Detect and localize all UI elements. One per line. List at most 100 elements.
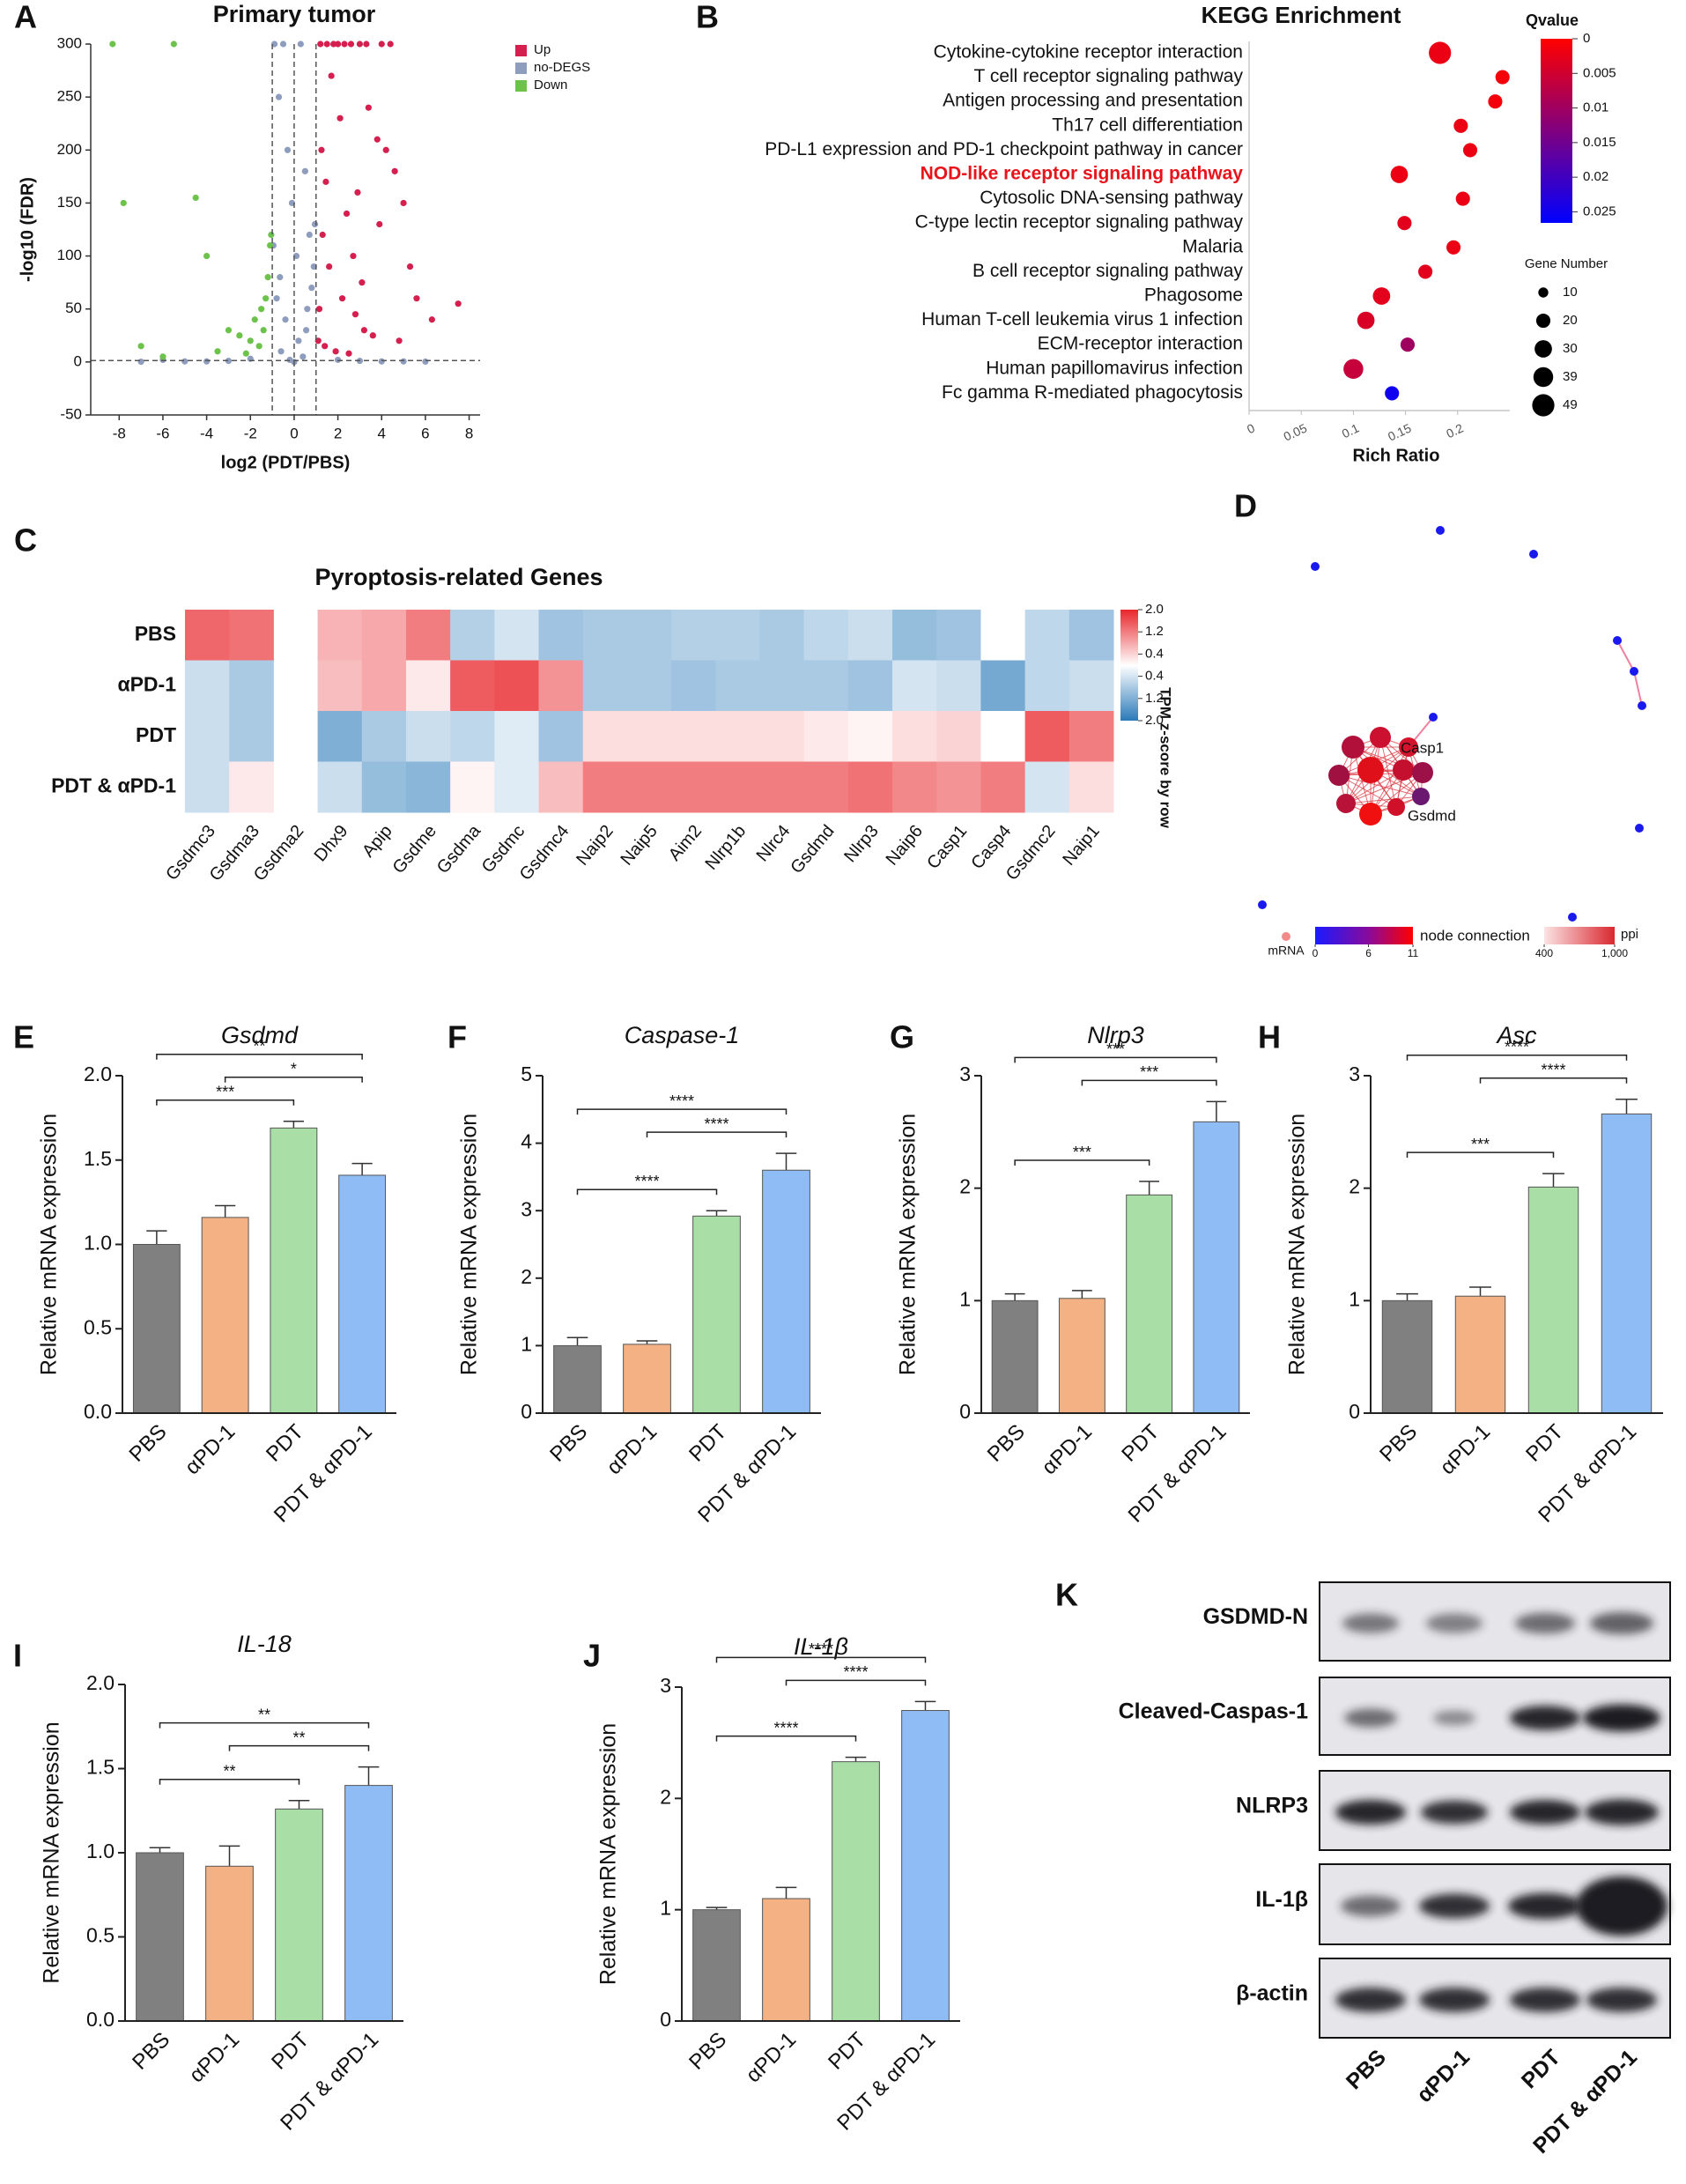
point — [318, 146, 325, 153]
pathway-label: ECM-receptor interaction — [1038, 334, 1243, 354]
y-tick-label: 1 — [660, 1897, 671, 1920]
size-legend-label: 10 — [1563, 285, 1578, 300]
legend-label: mRNA — [1268, 944, 1305, 958]
heat-cell — [494, 761, 540, 813]
legend-swatch — [515, 80, 527, 92]
pathway-label: Cytosolic DNA-sensing pathway — [980, 188, 1243, 208]
y-tick-label: 0.5 — [84, 1315, 112, 1338]
blot-band — [1515, 1612, 1575, 1634]
bar — [270, 1127, 318, 1414]
x-tick-label: 6 — [421, 425, 429, 441]
point — [322, 178, 329, 185]
point — [323, 41, 330, 48]
blot-band — [1342, 1613, 1399, 1633]
significance-bracket — [224, 1076, 363, 1083]
size-legend-label: 30 — [1563, 341, 1578, 356]
point — [301, 167, 308, 174]
node — [1399, 737, 1418, 757]
point — [277, 348, 285, 355]
heat-cell — [759, 660, 805, 712]
point — [350, 252, 357, 260]
heat-cell — [229, 711, 274, 762]
heat-cell — [229, 660, 274, 712]
significance-label: * — [291, 1060, 297, 1077]
bubble — [1372, 287, 1391, 305]
node — [1436, 526, 1445, 535]
y-axis-label: Relative mRNA expression — [596, 1723, 621, 1985]
edge — [1370, 746, 1409, 815]
point — [275, 93, 283, 100]
point — [328, 72, 335, 79]
heat-cell — [361, 761, 407, 813]
node — [1630, 667, 1638, 676]
y-tick-label: 0.5 — [86, 1924, 115, 1947]
heat-cell — [715, 610, 760, 661]
row-label: PDT & αPD-1 — [51, 774, 176, 796]
heat-cell — [185, 660, 230, 712]
bubble — [1357, 311, 1375, 329]
point — [345, 350, 352, 357]
node — [1529, 550, 1538, 559]
bubble — [1429, 41, 1452, 64]
heat-cell — [626, 660, 672, 712]
chart-title: Primary tumor — [213, 1, 376, 27]
heat-cell — [671, 761, 716, 813]
point — [378, 41, 385, 48]
bar — [205, 1865, 254, 2022]
significance-label: *** — [1140, 1063, 1158, 1081]
y-tick-label: 250 — [57, 88, 82, 105]
blot-band — [1583, 1704, 1660, 1732]
heat-cell — [980, 660, 1026, 712]
heat-cell — [450, 711, 495, 762]
heat-cell — [361, 660, 407, 712]
y-tick-label: 1 — [1349, 1287, 1360, 1310]
node — [1387, 798, 1405, 816]
x-tick-label: 4 — [378, 425, 386, 441]
bar — [338, 1174, 387, 1414]
size-legend — [1534, 340, 1552, 358]
y-tick-label: 5 — [521, 1062, 532, 1085]
blot-band — [1586, 1988, 1657, 2012]
point — [137, 343, 144, 350]
point — [225, 358, 233, 365]
significance-label: ** — [258, 1706, 270, 1723]
size-legend — [1532, 394, 1555, 417]
point — [387, 41, 394, 48]
point — [304, 306, 311, 313]
legend-tick-label: 0 — [1313, 947, 1319, 959]
bar — [1527, 1186, 1579, 1414]
point — [264, 274, 271, 281]
legend-swatch — [515, 63, 527, 74]
significance-label: **** — [669, 1092, 694, 1110]
y-tick-label: 300 — [57, 34, 82, 51]
y-tick-label: 200 — [57, 141, 82, 158]
bubble — [1400, 337, 1416, 352]
heat-cell — [582, 761, 628, 813]
blot-band — [1341, 1895, 1401, 1917]
heat-cell — [582, 610, 628, 661]
x-tick-label: 2 — [334, 425, 342, 441]
size-legend-label: 49 — [1563, 397, 1578, 412]
pathway-label: NOD-like receptor signaling pathway — [921, 164, 1244, 184]
chart-title: Asc — [1495, 1022, 1537, 1048]
legend-gradient — [1315, 927, 1413, 944]
pathway-label: Th17 cell differentiation — [1052, 115, 1243, 135]
bar — [1381, 1299, 1433, 1414]
y-tick-label: 3 — [521, 1197, 532, 1220]
point — [406, 263, 414, 270]
heat-cell — [980, 711, 1026, 762]
point — [382, 146, 389, 153]
pathway-label: Malaria — [1182, 236, 1243, 256]
significance-label: *** — [1106, 1040, 1125, 1058]
point — [109, 41, 116, 48]
point — [359, 279, 366, 286]
y-tick-label: 1.0 — [86, 1840, 115, 1862]
bubble — [1462, 143, 1478, 158]
significance-bracket — [715, 1735, 857, 1742]
point — [295, 337, 302, 344]
size-legend — [1538, 287, 1549, 298]
heat-cell — [1069, 711, 1114, 762]
heat-cell — [538, 610, 584, 661]
bar — [1193, 1121, 1240, 1414]
point — [428, 316, 435, 323]
